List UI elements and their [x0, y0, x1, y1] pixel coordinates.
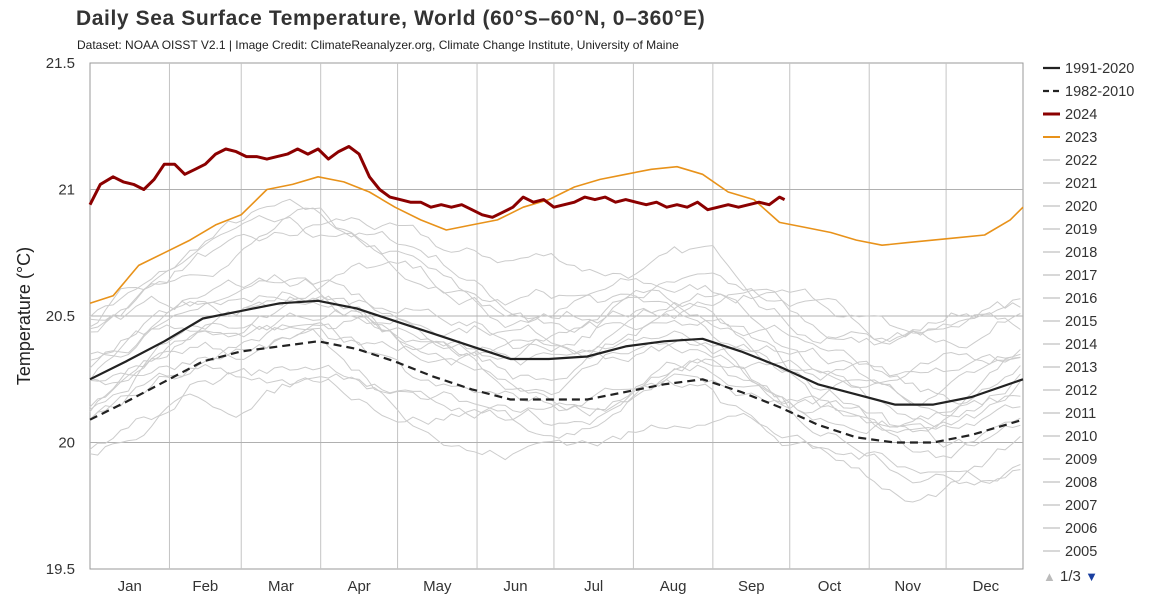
legend-label: 2021	[1065, 176, 1097, 192]
legend-label: 2006	[1065, 521, 1097, 537]
x-tick-label: Apr	[347, 578, 370, 595]
series-line-2023	[89, 165, 1024, 305]
x-tick-label: Sep	[738, 578, 765, 595]
tick-labels: Jan Feb Mar Apr May Jun Jul Aug Sep Oct Nov Dec 21.5…	[46, 55, 1000, 595]
series-line-2022	[89, 198, 1021, 343]
series-line-2013	[89, 316, 1021, 428]
legend-label: 2022	[1065, 153, 1097, 169]
legend-label: 2009	[1065, 452, 1097, 468]
legend-item-2010[interactable]: 2010	[1043, 429, 1097, 445]
legend-item-2012[interactable]: 2012	[1043, 383, 1097, 399]
series-line-2005	[89, 371, 1021, 484]
series-line-2011	[89, 291, 1021, 418]
series-line-2017	[89, 277, 1021, 377]
legend-page-label: 1/3	[1060, 568, 1081, 585]
legend-label: 2014	[1065, 337, 1097, 353]
highlighted-series	[88, 145, 1024, 444]
legend-pager[interactable]: ▲ 1/3 ▼	[1043, 568, 1098, 585]
legend-label: 1982-2010	[1065, 84, 1134, 100]
series-line-2018	[89, 260, 1021, 389]
legend-item-2009[interactable]: 2009	[1043, 452, 1097, 468]
series-line-2015	[89, 274, 1021, 407]
x-tick-label: Jan	[118, 578, 142, 595]
legend-item-2020[interactable]: 2020	[1043, 199, 1097, 215]
y-tick-label: 19.5	[46, 561, 75, 578]
series-line-2007	[89, 358, 1021, 486]
legend-item-1982-2010[interactable]: 1982-2010	[1043, 84, 1134, 100]
legend-label: 2010	[1065, 429, 1097, 445]
series-line-2016	[89, 299, 1021, 429]
x-tick-label: Feb	[192, 578, 218, 595]
legend-item-2007[interactable]: 2007	[1043, 498, 1097, 514]
x-tick-label: Oct	[818, 578, 842, 595]
legend-item-2018[interactable]: 2018	[1043, 245, 1097, 261]
past-years-lines	[89, 198, 1021, 503]
y-tick-label: 21.5	[46, 55, 75, 72]
legend-label: 2023	[1065, 130, 1097, 146]
series-line-2010	[89, 326, 1021, 434]
x-tick-label: May	[423, 578, 452, 595]
legend-label: 2012	[1065, 383, 1097, 399]
legend-label: 2024	[1065, 107, 1097, 123]
legend-item-2015[interactable]: 2015	[1043, 314, 1097, 330]
y-tick-label: 20.5	[46, 308, 75, 325]
x-tick-label: Nov	[894, 578, 921, 595]
legend-label: 2007	[1065, 498, 1097, 514]
x-tick-label: Mar	[268, 578, 294, 595]
legend-item-2011[interactable]: 2011	[1043, 406, 1096, 422]
legend-item-2005[interactable]: 2005	[1043, 544, 1097, 560]
legend-item-2021[interactable]: 2021	[1043, 176, 1097, 192]
y-tick-label: 21	[58, 182, 75, 199]
legend-item-2019[interactable]: 2019	[1043, 222, 1097, 238]
chart-title: Daily Sea Surface Temperature, World (60…	[76, 7, 706, 30]
y-tick-label: 20	[58, 435, 75, 452]
series-line-2012	[89, 309, 1021, 435]
legend-label: 2013	[1065, 360, 1097, 376]
page-down-icon[interactable]: ▼	[1085, 569, 1098, 584]
legend-label: 2019	[1065, 222, 1097, 238]
x-tick-label: Jun	[503, 578, 527, 595]
page-up-icon[interactable]: ▲	[1043, 569, 1056, 584]
x-tick-label: Dec	[972, 578, 999, 595]
x-tick-label: Jul	[584, 578, 603, 595]
legend-label: 2017	[1065, 268, 1097, 284]
legend-label: 2020	[1065, 199, 1097, 215]
series-line-2020	[89, 214, 1021, 346]
legend-item-2023[interactable]: 2023	[1043, 130, 1097, 146]
chart-subtitle: Dataset: NOAA OISST V2.1 | Image Credit:…	[77, 38, 679, 52]
legend-label: 2016	[1065, 291, 1097, 307]
legend: 1991-2020 1982-2010 2024 2023 2022 2021 2020 20…	[1043, 61, 1134, 560]
grid-lines	[90, 63, 1023, 569]
series-line-2009	[89, 323, 1021, 448]
legend-item-2013[interactable]: 2013	[1043, 360, 1097, 376]
series-line-2008	[89, 328, 1021, 459]
legend-label: 2008	[1065, 475, 1097, 491]
series-line-1991-2020	[89, 299, 1024, 406]
series-line-2021	[89, 217, 1021, 349]
legend-item-2024[interactable]: 2024	[1043, 107, 1097, 123]
legend-item-1991-2020[interactable]: 1991-2020	[1043, 61, 1134, 77]
legend-item-2014[interactable]: 2014	[1043, 337, 1097, 353]
x-tick-label: Aug	[660, 578, 687, 595]
legend-item-2006[interactable]: 2006	[1043, 521, 1097, 537]
legend-item-2016[interactable]: 2016	[1043, 291, 1097, 307]
series-line-2019	[89, 207, 1021, 334]
legend-item-2017[interactable]: 2017	[1043, 268, 1097, 284]
series-line-1982-2010	[89, 340, 1024, 444]
legend-label: 2015	[1065, 314, 1097, 330]
y-axis-label: Temperature (°C)	[14, 247, 34, 385]
legend-label: 1991-2020	[1065, 61, 1134, 77]
series-line-2006	[89, 377, 1021, 503]
legend-label: 2011	[1065, 406, 1096, 422]
legend-label: 2005	[1065, 544, 1097, 560]
legend-item-2022[interactable]: 2022	[1043, 153, 1097, 169]
legend-label: 2018	[1065, 245, 1097, 261]
series-line-2024	[88, 145, 786, 219]
legend-item-2008[interactable]: 2008	[1043, 475, 1097, 491]
